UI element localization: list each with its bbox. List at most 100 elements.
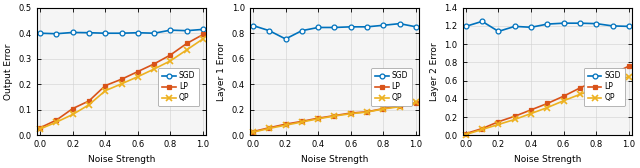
Line: LP: LP [463,64,631,136]
Line: LP: LP [250,100,419,134]
QP [511,118,518,120]
SGD [560,22,568,24]
LP [183,43,191,45]
QP [396,106,403,108]
QP [150,68,158,70]
SGD [478,20,486,22]
LP [282,123,289,125]
LP [527,109,535,111]
QP [36,128,44,130]
QP [85,104,93,106]
LP [102,85,109,87]
QP [331,115,339,117]
SGD [511,25,518,27]
QP [134,76,141,78]
Legend: SGD, LP, QP: SGD, LP, QP [371,68,412,106]
SGD [396,23,403,25]
LP [36,127,44,129]
LP [609,73,616,75]
Line: LP: LP [38,32,205,130]
LP [69,108,77,110]
Y-axis label: Output Error: Output Error [4,43,13,100]
X-axis label: Noise Strength: Noise Strength [88,155,156,164]
QP [298,121,306,123]
QP [52,121,60,123]
LP [52,119,60,121]
LP [118,78,125,80]
SGD [347,26,355,28]
SGD [150,32,158,34]
LP [266,127,273,129]
LP [543,102,551,104]
SGD [380,24,387,26]
LP [199,33,207,35]
LP [560,95,568,97]
Line: SGD: SGD [463,19,631,34]
QP [183,49,191,51]
LP [314,117,322,119]
SGD [52,33,60,35]
QP [560,100,568,102]
QP [314,118,322,120]
LP [593,80,600,82]
SGD [69,31,77,33]
QP [625,76,633,78]
QP [462,134,470,136]
SGD [625,25,633,27]
LP [150,63,158,65]
QP [478,129,486,131]
Line: QP: QP [250,99,419,135]
QP [266,127,273,129]
QP [527,113,535,115]
SGD [266,30,273,32]
LP [478,128,486,130]
SGD [364,26,371,28]
SGD [298,30,306,32]
SGD [609,25,616,27]
QP [380,108,387,110]
Line: QP: QP [463,73,632,138]
LP [134,71,141,73]
SGD [412,26,420,28]
QP [199,38,207,40]
LP [625,65,633,67]
LP [511,115,518,117]
Y-axis label: Layer 2 Error: Layer 2 Error [430,42,439,101]
LP [576,87,584,89]
Line: QP: QP [37,36,206,132]
QP [118,83,125,85]
SGD [593,23,600,25]
SGD [249,25,257,27]
QP [282,124,289,126]
LP [249,131,257,133]
LP [412,102,420,104]
QP [543,107,551,109]
SGD [134,32,141,34]
LP [166,54,174,56]
QP [347,113,355,115]
SGD [36,32,44,34]
QP [609,81,616,83]
QP [593,88,600,90]
X-axis label: Noise Strength: Noise Strength [514,155,581,164]
QP [102,90,109,92]
Line: SGD: SGD [38,27,205,36]
SGD [331,26,339,28]
QP [69,113,77,115]
LP [298,120,306,122]
LP [364,111,371,113]
QP [364,111,371,113]
LP [347,112,355,114]
LP [495,121,502,123]
LP [380,108,387,110]
LP [85,100,93,102]
SGD [183,30,191,32]
LP [462,133,470,135]
QP [576,93,584,95]
QP [249,131,257,133]
SGD [314,26,322,28]
Y-axis label: Layer 1 Error: Layer 1 Error [217,42,226,101]
SGD [118,32,125,34]
SGD [495,30,502,32]
SGD [543,23,551,25]
